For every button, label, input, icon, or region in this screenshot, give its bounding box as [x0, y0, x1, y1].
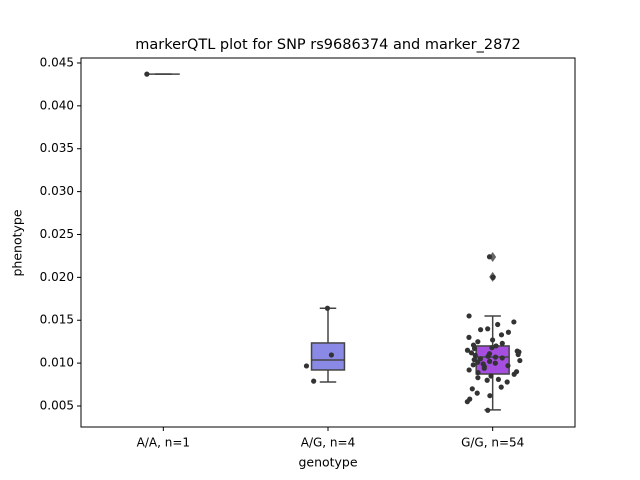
- strip-point: [498, 332, 505, 338]
- strip-point: [515, 351, 521, 358]
- strip-point: [472, 352, 478, 358]
- x-tick-label: A/A, n=1: [137, 436, 190, 450]
- strip-point: [466, 334, 472, 340]
- strip-point: [488, 373, 494, 379]
- strip-point: [499, 340, 505, 346]
- strip-point: [477, 327, 484, 333]
- strip-point: [505, 329, 512, 335]
- strip-point: [144, 71, 150, 77]
- chart-title: markerQTL plot for SNP rs9686374 and mar…: [135, 37, 521, 53]
- strip-point: [485, 407, 491, 413]
- strip-point: [498, 384, 504, 390]
- y-tick-label: 0.040: [40, 98, 74, 112]
- strip-point: [464, 399, 470, 405]
- strip-point: [474, 390, 480, 396]
- strip-point: [486, 254, 493, 260]
- strip-point: [475, 369, 481, 376]
- strip-point: [492, 354, 499, 360]
- strip-point: [328, 352, 335, 358]
- strip-point: [505, 363, 511, 369]
- strip-point: [511, 319, 517, 325]
- box: [310, 342, 346, 371]
- strip-point: [470, 362, 476, 368]
- strip-point: [475, 375, 481, 381]
- strip-point: [471, 345, 478, 352]
- strip-point: [484, 377, 490, 383]
- strip-point: [475, 339, 481, 345]
- y-tick-label: 0.030: [40, 184, 74, 198]
- y-tick-label: 0.020: [40, 270, 74, 284]
- y-tick-label: 0.005: [40, 398, 74, 412]
- strip-point: [466, 313, 472, 319]
- strip-point: [485, 326, 491, 332]
- x-axis-label: genotype: [298, 455, 357, 470]
- strip-point: [324, 305, 331, 311]
- strip-point: [303, 363, 310, 369]
- strip-point: [481, 365, 487, 371]
- x-tick-label: A/G, n=4: [301, 436, 355, 450]
- strip-point: [489, 345, 495, 351]
- strip-point: [485, 353, 491, 359]
- strip-point: [493, 343, 499, 349]
- y-tick-label: 0.025: [40, 227, 74, 241]
- strip-point: [504, 379, 510, 385]
- strip-point: [464, 347, 471, 353]
- strip-point: [466, 367, 472, 373]
- strip-point: [495, 321, 501, 328]
- y-tick-label: 0.015: [40, 313, 74, 327]
- plot-area: 0.005 0.010 0.015 0.020 0.025 0.030 0.035 0.040…: [40, 55, 525, 449]
- strip-point: [490, 274, 496, 280]
- x-tick-label: G/G, n=54: [461, 436, 524, 450]
- strip-point: [475, 359, 481, 365]
- strip-point: [495, 376, 502, 383]
- strip-point: [487, 393, 493, 399]
- y-axis-label: phenotype: [10, 209, 25, 276]
- strip-point: [311, 378, 317, 384]
- strip-point: [469, 386, 475, 392]
- axes-frame: [80, 57, 576, 428]
- y-tick-label: 0.045: [40, 55, 74, 69]
- strip-point: [489, 337, 496, 343]
- strip-point: [468, 350, 475, 356]
- y-tick-label: 0.010: [40, 356, 74, 370]
- strip-point: [487, 358, 493, 364]
- strip-point: [492, 360, 498, 366]
- strip-point: [499, 355, 505, 361]
- strip-point: [511, 371, 517, 377]
- y-tick-label: 0.035: [40, 141, 74, 155]
- strip-point: [517, 357, 523, 364]
- outlier: [489, 251, 497, 262]
